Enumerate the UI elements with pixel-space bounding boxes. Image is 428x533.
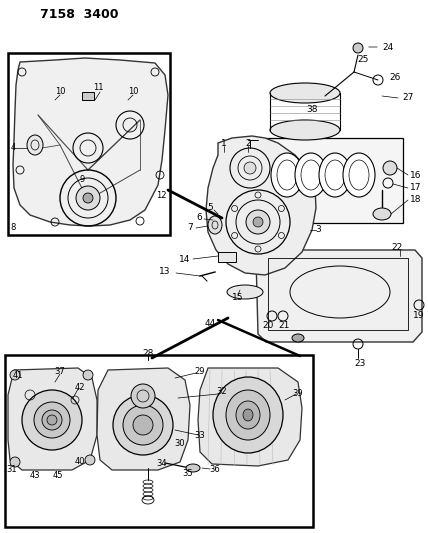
Ellipse shape	[123, 405, 163, 445]
Ellipse shape	[22, 390, 82, 450]
Ellipse shape	[236, 401, 260, 429]
Ellipse shape	[226, 390, 270, 440]
Text: 11: 11	[93, 83, 103, 92]
Ellipse shape	[83, 370, 93, 380]
Ellipse shape	[47, 415, 57, 425]
Ellipse shape	[34, 402, 70, 438]
Text: 14: 14	[179, 255, 191, 264]
Text: 34: 34	[157, 459, 167, 469]
Text: 1: 1	[221, 140, 227, 149]
Ellipse shape	[76, 186, 100, 210]
Text: 23: 23	[354, 359, 366, 368]
Polygon shape	[8, 368, 97, 470]
Ellipse shape	[343, 153, 375, 197]
Text: 41: 41	[13, 370, 23, 379]
Ellipse shape	[131, 384, 155, 408]
Text: 42: 42	[75, 383, 85, 392]
Ellipse shape	[373, 208, 391, 220]
Ellipse shape	[83, 193, 93, 203]
Text: 35: 35	[183, 469, 193, 478]
Text: 38: 38	[306, 106, 318, 115]
Text: 4: 4	[10, 143, 16, 152]
Bar	[218, 252, 236, 262]
Text: 37: 37	[55, 367, 65, 376]
Bar	[268, 258, 408, 330]
Text: 24: 24	[382, 43, 394, 52]
Text: 44: 44	[205, 319, 216, 327]
Polygon shape	[97, 368, 190, 470]
Text: 5: 5	[207, 204, 213, 213]
Ellipse shape	[133, 415, 153, 435]
Text: 9: 9	[79, 175, 85, 184]
Ellipse shape	[186, 464, 200, 472]
Ellipse shape	[243, 409, 253, 421]
Text: 40: 40	[75, 457, 85, 466]
Text: 2: 2	[245, 140, 251, 149]
Ellipse shape	[113, 395, 173, 455]
Text: 16: 16	[410, 171, 422, 180]
Text: 36: 36	[210, 465, 220, 474]
Ellipse shape	[42, 410, 62, 430]
Text: 13: 13	[159, 268, 171, 277]
Ellipse shape	[10, 457, 20, 467]
Bar	[265, 138, 403, 223]
Text: 6: 6	[196, 214, 202, 222]
Bar	[5, 355, 313, 527]
Text: 25: 25	[357, 55, 369, 64]
Ellipse shape	[213, 377, 283, 453]
Text: 7158  3400: 7158 3400	[40, 9, 119, 21]
Text: 27: 27	[402, 93, 414, 102]
Text: 7: 7	[187, 223, 193, 232]
Ellipse shape	[253, 217, 263, 227]
Ellipse shape	[383, 161, 397, 175]
Ellipse shape	[295, 153, 327, 197]
Text: 43: 43	[30, 471, 40, 480]
Text: 30: 30	[175, 440, 185, 448]
Text: 22: 22	[391, 244, 403, 253]
Ellipse shape	[244, 162, 256, 174]
Text: 21: 21	[278, 320, 290, 329]
Ellipse shape	[85, 455, 95, 465]
Text: 18: 18	[410, 196, 422, 205]
Text: 29: 29	[195, 367, 205, 376]
Text: 28: 28	[143, 349, 154, 358]
Polygon shape	[198, 368, 302, 466]
Text: 32: 32	[217, 387, 227, 397]
Polygon shape	[13, 58, 168, 226]
Text: 8: 8	[10, 223, 16, 232]
Text: 12: 12	[156, 190, 166, 199]
Text: 33: 33	[195, 431, 205, 440]
Ellipse shape	[353, 43, 363, 53]
Ellipse shape	[270, 120, 340, 140]
Bar	[8, 53, 170, 235]
Text: 10: 10	[128, 86, 138, 95]
Bar	[82, 92, 94, 100]
Ellipse shape	[227, 285, 263, 299]
Text: 19: 19	[413, 311, 425, 319]
Polygon shape	[206, 136, 316, 275]
Text: 39: 39	[293, 389, 303, 398]
Text: 10: 10	[55, 86, 65, 95]
Text: 45: 45	[53, 471, 63, 480]
Ellipse shape	[246, 210, 270, 234]
Polygon shape	[256, 250, 422, 342]
Ellipse shape	[271, 153, 303, 197]
Ellipse shape	[27, 135, 43, 155]
Ellipse shape	[208, 216, 222, 234]
Ellipse shape	[292, 334, 304, 342]
Text: 31: 31	[7, 465, 17, 474]
Text: 15: 15	[232, 294, 244, 303]
Text: 17: 17	[410, 183, 422, 192]
Ellipse shape	[319, 153, 351, 197]
Text: 3: 3	[315, 225, 321, 235]
Ellipse shape	[10, 370, 20, 380]
Ellipse shape	[270, 83, 340, 103]
Text: 26: 26	[389, 74, 401, 83]
Text: 20: 20	[262, 320, 273, 329]
